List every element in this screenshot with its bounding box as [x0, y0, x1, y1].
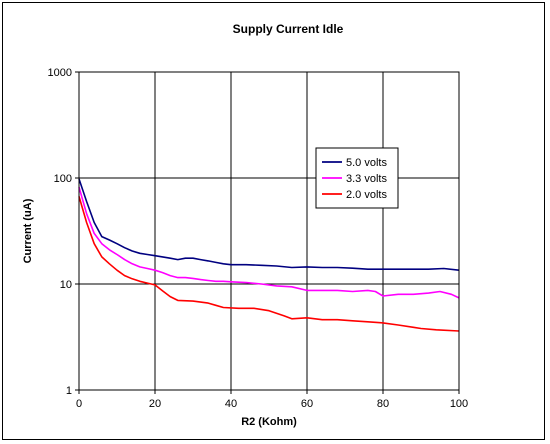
series-line-2: [78, 186, 460, 299]
x-tick-label: 60: [301, 398, 313, 410]
x-tick-label: 80: [377, 398, 389, 410]
x-tick-label: 40: [225, 398, 237, 410]
legend: 5.0 volts 3.3 volts 2.0 volts: [315, 147, 399, 209]
plot-area: [79, 72, 459, 390]
series-layer: [78, 178, 460, 332]
x-tick-label: 20: [149, 398, 161, 410]
y-tick-label: 10: [60, 279, 72, 291]
legend-label: 2.0 volts: [346, 189, 387, 201]
series-line-1: [78, 178, 460, 271]
y-tick-label: 1: [66, 385, 72, 397]
y-tick-label: 1000: [48, 67, 72, 79]
y-tick-label: 100: [54, 173, 72, 185]
series-line-3: [78, 196, 460, 332]
x-tick-label: 0: [76, 398, 82, 410]
legend-label: 3.3 volts: [346, 173, 387, 185]
y-axis-label: Current (uA): [22, 198, 34, 263]
chart-title: Supply Current Idle: [233, 22, 344, 36]
x-tick-label: 100: [450, 398, 468, 410]
y-axis-ticks: 1 10 100 1000: [48, 67, 79, 397]
plot-border: [78, 71, 460, 391]
x-axis-ticks: 0 20 40 60 80 100: [76, 390, 468, 410]
x-axis-label: R2 (Kohm): [241, 416, 297, 428]
legend-label: 5.0 volts: [346, 157, 387, 169]
